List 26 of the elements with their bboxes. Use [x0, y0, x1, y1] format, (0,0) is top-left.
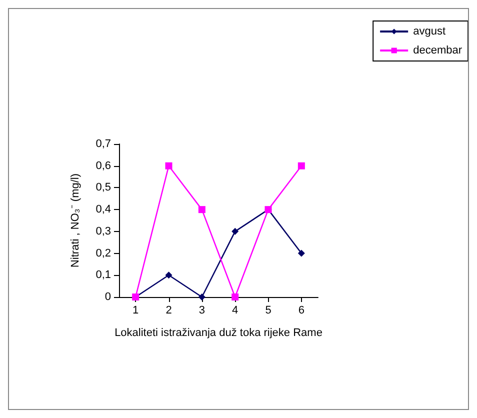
x-tick-label: 1	[132, 304, 139, 316]
point	[165, 272, 172, 279]
x-tick-label: 6	[298, 304, 304, 316]
y-axis-title: Nitrati , NO₃⁻ (mg/l)	[70, 173, 82, 268]
y-tick-label: 0,7	[96, 138, 111, 150]
legend-label: avgust	[413, 26, 446, 38]
point	[298, 162, 305, 170]
x-tick-label: 5	[265, 304, 272, 316]
x-axis-title: Lokaliteti istraživanja duž toka rijeke Rame	[114, 327, 322, 339]
y-tick-label: 0,5	[96, 182, 111, 194]
point	[232, 294, 239, 300]
point	[198, 206, 206, 214]
y-tick-label: 0,4	[96, 204, 111, 216]
legend-label: decembar	[413, 44, 462, 56]
point	[165, 162, 172, 170]
y-tick-label: 0,2	[96, 247, 111, 260]
y-tick-label: 0,1	[96, 269, 111, 282]
point	[298, 250, 305, 257]
y-tick-label: 0,3	[96, 225, 111, 238]
x-tick-label: 3	[198, 304, 205, 316]
point	[232, 228, 239, 235]
y-tick-label: 0,6	[96, 160, 111, 172]
x-tick-label: 4	[232, 304, 238, 316]
point	[198, 294, 206, 300]
x-tick-label: 2	[166, 304, 172, 316]
y-tick-label: 0	[104, 291, 111, 303]
